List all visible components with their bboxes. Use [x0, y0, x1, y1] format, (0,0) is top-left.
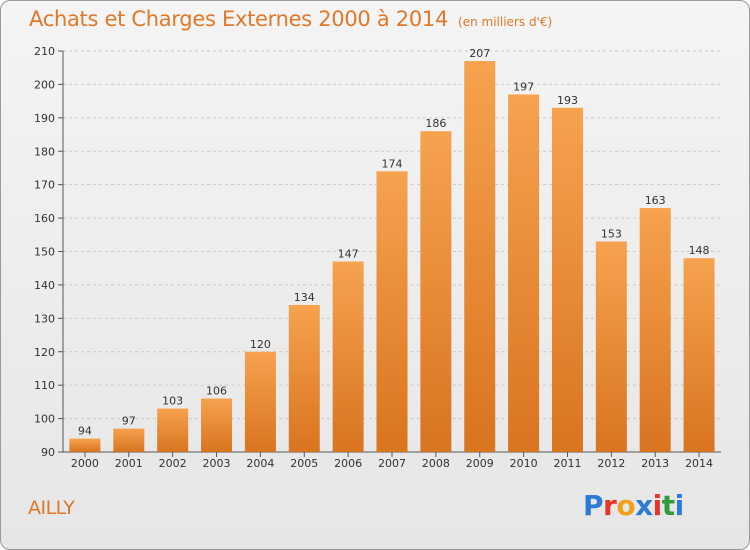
- y-tick-label: 140: [34, 279, 55, 292]
- bar: [113, 428, 145, 452]
- y-tick-label: 110: [34, 379, 55, 392]
- data-label: 186: [425, 117, 446, 130]
- chart-subtitle: (en milliers d'€): [458, 15, 553, 29]
- bar: [420, 131, 452, 452]
- logo-letter: t: [661, 489, 675, 522]
- y-tick-label: 170: [34, 179, 55, 192]
- x-tick-label: 2004: [246, 457, 274, 470]
- y-tick-label: 180: [34, 145, 55, 158]
- logo-letter: i: [674, 489, 685, 522]
- logo-letter: P: [583, 489, 604, 522]
- proxiti-logo: Proxiti: [583, 489, 684, 522]
- x-tick-label: 2007: [378, 457, 406, 470]
- x-tick-label: 2000: [71, 457, 99, 470]
- y-tick-label: 210: [34, 45, 55, 58]
- bar: [595, 241, 627, 452]
- title-row: Achats et Charges Externes 2000 à 2014 (e…: [29, 7, 552, 31]
- data-label: 103: [162, 395, 183, 408]
- bar: [244, 351, 276, 452]
- y-tick-label: 90: [41, 446, 55, 459]
- y-tick-label: 100: [34, 413, 55, 426]
- logo-letter: r: [603, 489, 617, 522]
- data-label: 207: [469, 47, 490, 60]
- x-tick-label: 2009: [466, 457, 494, 470]
- bar: [69, 438, 101, 452]
- logo-letter: i: [652, 489, 663, 522]
- bar: [683, 258, 715, 452]
- bar: [464, 61, 496, 453]
- x-tick-label: 2011: [553, 457, 581, 470]
- bar: [288, 304, 320, 452]
- data-label: 163: [645, 194, 666, 207]
- x-tick-label: 2010: [510, 457, 538, 470]
- data-label: 147: [338, 248, 359, 261]
- x-tick-label: 2006: [334, 457, 362, 470]
- commune-name: AILLY: [28, 497, 75, 519]
- logo-letter: x: [635, 489, 653, 522]
- bar: [551, 107, 583, 452]
- y-tick-label: 160: [34, 212, 55, 225]
- x-tick-label: 2002: [159, 457, 187, 470]
- x-tick-label: 2014: [685, 457, 713, 470]
- y-tick-label: 130: [34, 312, 55, 325]
- data-label: 94: [78, 425, 92, 438]
- y-tick-label: 120: [34, 346, 55, 359]
- bar: [157, 408, 189, 452]
- logo-letter: o: [616, 489, 636, 522]
- bar: [508, 94, 540, 453]
- data-label: 97: [122, 415, 136, 428]
- bar: [376, 171, 408, 453]
- data-label: 148: [689, 244, 710, 257]
- data-label: 193: [557, 94, 578, 107]
- y-tick-label: 200: [34, 78, 55, 91]
- x-tick-label: 2013: [641, 457, 669, 470]
- bar: [332, 261, 364, 452]
- x-tick-label: 2005: [290, 457, 318, 470]
- x-tick-label: 2008: [422, 457, 450, 470]
- data-label: 174: [382, 157, 403, 170]
- x-tick-label: 2012: [597, 457, 625, 470]
- data-label: 120: [250, 338, 271, 351]
- y-tick-label: 150: [34, 246, 55, 259]
- data-label: 153: [601, 227, 622, 240]
- bar: [639, 208, 671, 452]
- y-tick-label: 190: [34, 112, 55, 125]
- chart-title: Achats et Charges Externes 2000 à 2014: [29, 7, 449, 31]
- bar: [201, 398, 233, 452]
- data-label: 134: [294, 291, 315, 304]
- x-tick-label: 2001: [115, 457, 143, 470]
- data-label: 106: [206, 385, 227, 398]
- x-tick-label: 2003: [203, 457, 231, 470]
- data-label: 197: [513, 80, 534, 93]
